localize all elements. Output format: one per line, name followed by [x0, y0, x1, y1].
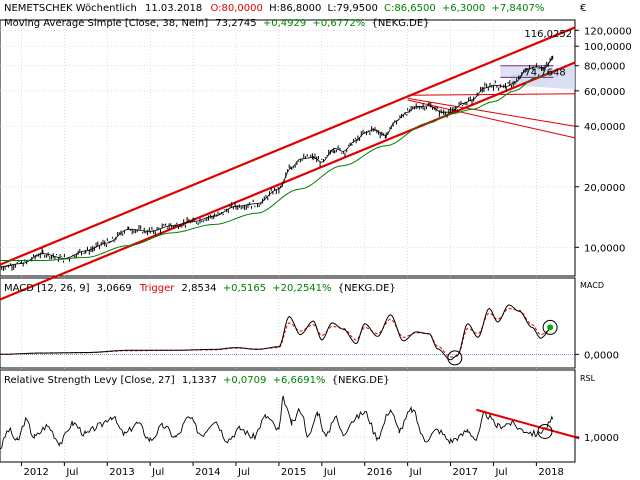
macd-change: +0,5165 [223, 283, 266, 294]
rsl-panel [0, 369, 576, 463]
rsl-tick-label: 1,0000 [584, 433, 619, 444]
ma-legend-line: Moving Average Simple [Close, 38, Nein] … [4, 18, 430, 29]
price-panel [0, 19, 576, 277]
rsl-downtrend-line [476, 408, 580, 440]
x-tick-label: Jul [151, 467, 164, 478]
macd-legend-value: 3,0669 [97, 283, 132, 294]
x-tick-label: Jul [323, 467, 336, 478]
annotation-label-1: 74,7648 [524, 68, 565, 79]
header-high: H:86,8000 [269, 3, 321, 14]
x-tick-label: 2015 [281, 467, 306, 478]
x-tick-label: 2012 [23, 467, 48, 478]
x-tick-label: 2014 [195, 467, 220, 478]
price-plot: 116,0252 74,7648 [0, 26, 576, 301]
rsl-corner-label: RSL [580, 374, 596, 383]
instrument-title: NEMETSCHEK Wöchentlich [4, 3, 137, 14]
macd-symbol: {NEKG.DE} [338, 283, 396, 294]
macd-tick-label: 0,0000 [584, 350, 619, 361]
header-open: O:80,0000 [210, 3, 262, 14]
price-tick-label: 40,0000 [584, 122, 625, 133]
trend-line-channel-lower [0, 61, 576, 301]
price-bars [0, 55, 554, 271]
x-tick-label: 2017 [453, 467, 478, 478]
price-tick-label: 100,0000 [584, 42, 632, 53]
macd-signal-dot [547, 324, 554, 331]
rsl-symbol: {NEKG.DE} [332, 375, 390, 386]
macd-change-pct: +20,2541% [272, 283, 331, 294]
macd-low-circle [447, 350, 463, 366]
macd-plot [0, 304, 575, 366]
rsl-breakout-circle [537, 423, 553, 439]
price-tick-label: 10,0000 [584, 243, 625, 254]
price-tick-label: 80,0000 [584, 62, 625, 73]
price-tick-label: 60,0000 [584, 87, 625, 98]
price-tick-label: 120,0000 [584, 26, 632, 37]
macd-corner-label: MACD [580, 281, 604, 290]
rsl-change-pct: +6,6691% [273, 375, 326, 386]
x-tick-label: 2018 [538, 467, 563, 478]
rsl-line [0, 395, 554, 450]
currency-label: € [580, 3, 586, 14]
axes: 120,0000 100,0000 80,0000 60,0000 40,0000 20,… [20, 26, 632, 478]
x-tick-label: Jul [409, 467, 422, 478]
header-close: C:86,6500 [384, 3, 436, 14]
x-tick-label: Jul [65, 467, 78, 478]
price-header: NEMETSCHEK Wöchentlich 11.03.2018 O:80,0… [4, 3, 586, 29]
price-tick-label: 20,0000 [584, 183, 625, 194]
header-change-pct: +7,8407% [491, 3, 544, 14]
trend-line-channel-upper [0, 26, 576, 266]
x-tick-label: Jul [237, 467, 250, 478]
macd-panel [0, 277, 576, 369]
macd-trigger-value: 2,8534 [182, 283, 217, 294]
rsl-plot [0, 395, 580, 450]
header-low: L:79,9500 [328, 3, 378, 14]
trend-line-fan-1 [407, 93, 576, 96]
ma-legend-change: +0,4929 [263, 18, 306, 29]
header-date: 11.03.2018 [145, 3, 202, 14]
macd-line [0, 304, 553, 361]
moving-average-line [0, 72, 553, 261]
x-tick-label: Jul [494, 467, 507, 478]
rsl-legend-name: Relative Strength Levy [Close, 27] [4, 375, 175, 386]
rsl-legend-value: 1,1337 [182, 375, 217, 386]
price-series-line [0, 58, 553, 268]
rsl-change: +0,0709 [223, 375, 266, 386]
price-title-line: NEMETSCHEK Wöchentlich 11.03.2018 O:80,0… [4, 3, 544, 14]
ma-legend-value: 73,2745 [215, 18, 256, 29]
macd-trigger-label: Trigger [139, 283, 175, 294]
ma-legend-change-pct: +0,6772% [312, 18, 365, 29]
macd-legend-line: MACD [12, 26, 9] 3,0669 Trigger 2,8534 +… [4, 283, 396, 294]
x-tick-label: 2013 [109, 467, 134, 478]
trend-line-fan-2 [407, 97, 576, 127]
annotation-label-0: 116,0252 [524, 29, 572, 40]
header-change: +6,3000 [442, 3, 485, 14]
macd-legend-name: MACD [12, 26, 9] [4, 283, 90, 294]
rsl-legend-line: Relative Strength Levy [Close, 27] 1,133… [4, 375, 390, 386]
macd-signal-circle [542, 319, 558, 335]
ma-legend-name: Moving Average Simple [Close, 38, Nein] [4, 18, 208, 29]
ma-legend-symbol: {NEKG.DE} [371, 18, 429, 29]
x-tick-label: 2016 [367, 467, 392, 478]
